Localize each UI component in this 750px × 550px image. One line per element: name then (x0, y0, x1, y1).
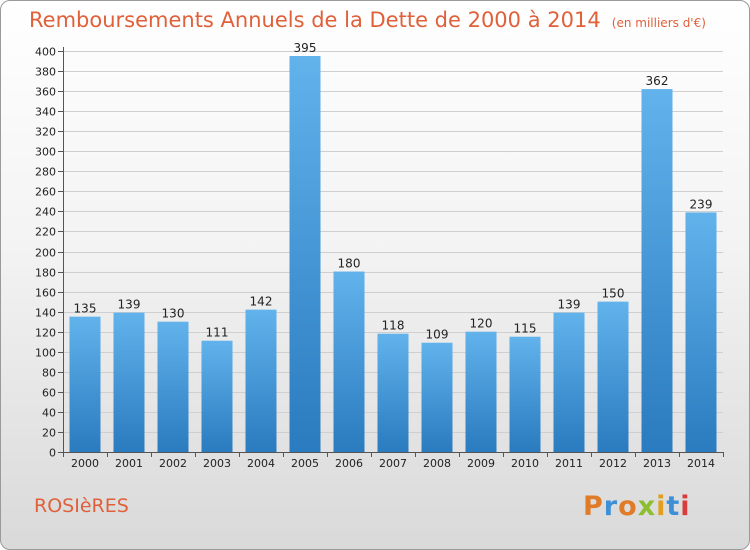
commune-name: ROSIèRES (34, 495, 129, 517)
y-tick-label: 200 (35, 247, 56, 260)
bar (69, 316, 101, 452)
chart-title-block: Remboursements Annuels de la Dette de 20… (29, 8, 706, 32)
y-axis-ticks: 0 20 40 60 80 100 120 140 160 180 200 220 240 260 280 3… (35, 46, 63, 460)
brand-letter: P (583, 491, 604, 522)
bar (509, 336, 541, 452)
data-label: 139 (558, 298, 581, 312)
y-tick-label: 340 (35, 106, 56, 119)
bar (245, 309, 277, 452)
y-tick-label: 120 (35, 327, 56, 340)
y-tick-label: 60 (42, 387, 56, 400)
y-tick-label: 320 (35, 126, 56, 139)
bar (597, 301, 629, 452)
y-tick-label: 180 (35, 267, 56, 280)
y-tick-label: 80 (42, 367, 56, 380)
y-tick-label: 260 (35, 186, 56, 199)
bar (421, 342, 453, 452)
brand-logo: Proxiti (583, 491, 691, 522)
data-label: 120 (470, 317, 493, 331)
data-label: 239 (690, 197, 713, 211)
chart-subtitle: (en milliers d'€) (611, 16, 706, 30)
x-tick-label: 2012 (599, 457, 627, 470)
data-label: 362 (646, 74, 669, 88)
data-label: 135 (74, 302, 97, 316)
y-tick-label: 160 (35, 287, 56, 300)
x-tick-label: 2004 (247, 457, 275, 470)
bar (113, 312, 145, 452)
data-label: 150 (602, 287, 625, 301)
brand-letter: r (603, 491, 619, 522)
x-tick-label: 2001 (115, 457, 143, 470)
bar (289, 56, 321, 452)
data-label: 142 (250, 295, 273, 309)
brand-letter: x (637, 491, 657, 522)
data-label: 139 (118, 298, 141, 312)
x-tick-label: 2014 (687, 457, 715, 470)
bar (685, 212, 717, 452)
bar (465, 331, 497, 452)
y-tick-label: 20 (42, 427, 56, 440)
data-labels: 135 139 130 111 142 395 180 118 109 120 115 139 150 3… (74, 41, 713, 342)
bars (69, 56, 717, 452)
data-label: 115 (514, 322, 537, 336)
chart-title: Remboursements Annuels de la Dette de 20… (29, 8, 601, 32)
y-tick-label: 240 (35, 206, 56, 219)
y-tick-label: 40 (42, 407, 56, 420)
x-tick-label: 2011 (555, 457, 583, 470)
y-tick-label: 100 (35, 347, 56, 360)
y-tick-label: 300 (35, 146, 56, 159)
y-tick-label: 360 (35, 86, 56, 99)
x-tick-label: 2010 (511, 457, 539, 470)
bar (157, 321, 189, 452)
x-tick-label: 2000 (71, 457, 99, 470)
y-tick-label: 140 (35, 307, 56, 320)
y-tick-label: 400 (35, 46, 56, 59)
x-tick-label: 2007 (379, 457, 407, 470)
x-tick-label: 2009 (467, 457, 495, 470)
brand-letter: t (666, 491, 681, 522)
bar (641, 89, 673, 452)
bar (201, 340, 233, 452)
data-label: 111 (206, 326, 229, 340)
bar-chart: 135 139 130 111 142 395 180 118 109 120 115 139 150 3… (35, 41, 724, 470)
data-label: 395 (294, 41, 317, 55)
y-tick-label: 380 (35, 66, 56, 79)
x-tick-label: 2005 (291, 457, 319, 470)
y-tick-label: 280 (35, 166, 56, 179)
data-label: 130 (162, 307, 185, 321)
x-tick-label: 2006 (335, 457, 363, 470)
data-label: 180 (338, 257, 361, 271)
y-tick-label: 220 (35, 226, 56, 239)
axes (63, 47, 723, 453)
x-tick-label: 2002 (159, 457, 187, 470)
bar (377, 333, 409, 452)
brand-letter: o (618, 491, 638, 522)
bar (553, 312, 585, 452)
x-tick-label: 2013 (643, 457, 671, 470)
bar (333, 271, 365, 452)
x-axis-ticks: 2000 2001 2002 2003 2004 2005 2006 2007 2008 2009… (63, 452, 724, 470)
data-label: 109 (426, 328, 449, 342)
brand-letter: i (680, 491, 691, 522)
brand-letter: i (656, 491, 667, 522)
x-tick-label: 2003 (203, 457, 231, 470)
x-tick-label: 2008 (423, 457, 451, 470)
y-tick-label: 0 (49, 447, 56, 460)
data-label: 118 (382, 319, 405, 333)
